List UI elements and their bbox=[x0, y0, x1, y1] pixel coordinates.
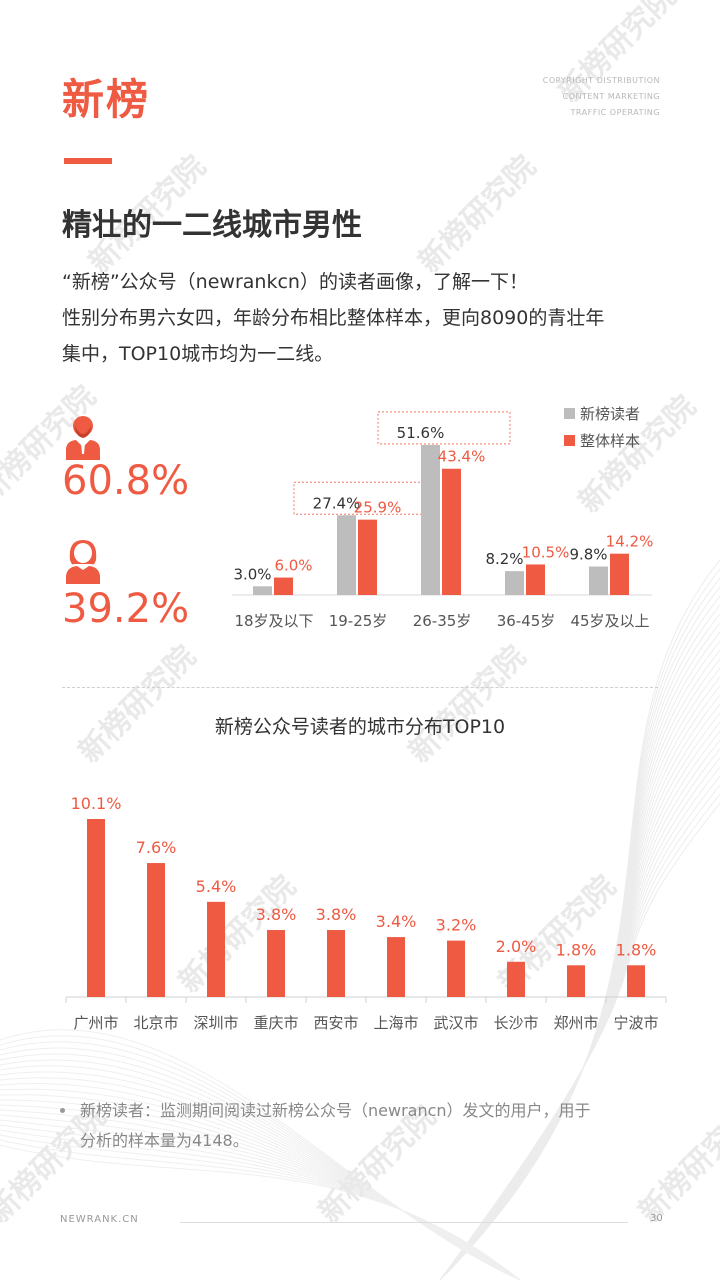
bar-reader bbox=[253, 586, 272, 595]
male-percentage: 60.8% bbox=[62, 458, 190, 504]
legend-label: 整体样本 bbox=[580, 432, 640, 450]
data-label-overall: 14.2% bbox=[606, 533, 654, 551]
female-user-icon bbox=[66, 540, 100, 584]
intro-text: 性别分布男六女四，年龄分布相比整体样本，更向8090的青壮年 bbox=[62, 307, 605, 329]
data-label: 2.0% bbox=[496, 937, 537, 956]
bar-reader bbox=[505, 571, 524, 595]
bar-overall bbox=[610, 553, 629, 595]
male-user-icon bbox=[66, 416, 100, 460]
data-label-reader: 27.4% bbox=[313, 494, 361, 512]
data-label: 3.8% bbox=[316, 905, 357, 924]
x-tick-label: 26-35岁 bbox=[413, 612, 472, 630]
wave-line bbox=[0, 1047, 521, 1280]
bar-city bbox=[447, 940, 465, 997]
bar-overall bbox=[274, 577, 293, 595]
data-label: 10.1% bbox=[71, 794, 122, 813]
legend-swatch bbox=[564, 435, 575, 446]
tagline-line: COPYRIGHT DISTRIBUTION bbox=[542, 76, 660, 85]
wave-line bbox=[0, 1139, 521, 1280]
bar-city bbox=[507, 961, 525, 997]
bar-city bbox=[327, 930, 345, 997]
data-label: 5.4% bbox=[196, 877, 237, 896]
footnote: 新榜读者：监测期间阅读过新榜公众号（newrancn）发文的用户，用于 分析的样… bbox=[60, 1096, 662, 1156]
data-label: 3.4% bbox=[376, 912, 417, 931]
data-label: 1.8% bbox=[556, 940, 597, 959]
bar-city bbox=[147, 863, 165, 997]
page-number: 30 bbox=[650, 1213, 663, 1224]
x-tick-label: 广州市 bbox=[73, 1014, 118, 1032]
x-tick-label: 武汉市 bbox=[433, 1014, 478, 1032]
bar-overall bbox=[442, 468, 461, 595]
legend-label: 新榜读者 bbox=[580, 405, 640, 423]
data-label-reader: 51.6% bbox=[397, 424, 445, 442]
data-label-overall: 25.9% bbox=[354, 499, 402, 517]
tagline-line: CONTENT MARKETING bbox=[562, 92, 660, 101]
data-label: 7.6% bbox=[136, 838, 177, 857]
bar-city bbox=[87, 819, 105, 997]
brand-logo-text: 新榜 bbox=[62, 75, 151, 124]
data-label: 3.2% bbox=[436, 916, 477, 935]
footnote-line: 分析的样本量为4148。 bbox=[80, 1131, 249, 1150]
female-percentage: 39.2% bbox=[62, 586, 190, 632]
tagline-line: TRAFFIC OPERATING bbox=[570, 108, 660, 117]
section-divider bbox=[62, 687, 658, 688]
bar-city bbox=[627, 965, 645, 997]
age-distribution-chart: 3.0% 6.0% 18岁及以下 27.4%25.9% 19-25岁 51.6% 43.4%… bbox=[232, 405, 654, 630]
x-tick-label: 重庆市 bbox=[253, 1014, 298, 1032]
data-label-overall: 43.4% bbox=[438, 448, 486, 466]
x-tick-label: 西安市 bbox=[313, 1014, 358, 1032]
x-tick-label: 上海市 bbox=[373, 1014, 418, 1032]
footer-site: NEWRANK.CN bbox=[60, 1214, 139, 1225]
x-tick-label: 郑州市 bbox=[553, 1014, 598, 1032]
bar-reader bbox=[421, 444, 440, 595]
x-tick-label: 长沙市 bbox=[493, 1014, 538, 1032]
x-tick-label: 45岁及以上 bbox=[570, 612, 649, 630]
wave-line bbox=[0, 1144, 521, 1280]
x-tick-label: 北京市 bbox=[133, 1014, 178, 1032]
bar-overall bbox=[358, 519, 377, 595]
data-label-reader: 8.2% bbox=[485, 550, 523, 568]
wave-line bbox=[0, 1053, 521, 1280]
bullet-icon bbox=[60, 1108, 65, 1113]
x-tick-label: 宁波市 bbox=[613, 1014, 658, 1032]
wave-line bbox=[0, 1041, 521, 1280]
wave-line bbox=[0, 1059, 521, 1280]
footnote-line: 新榜读者：监测期间阅读过新榜公众号（newrancn）发文的用户，用于 bbox=[80, 1101, 591, 1120]
accent-bar bbox=[64, 158, 112, 164]
x-tick-label: 19-25岁 bbox=[329, 612, 388, 630]
data-label-reader: 3.0% bbox=[233, 565, 271, 583]
data-label-reader: 9.8% bbox=[569, 545, 607, 563]
bar-reader bbox=[337, 515, 356, 595]
intro-text: “新榜”公众号（newrankcn）的读者画像，了解一下！ bbox=[62, 271, 528, 293]
bar-overall bbox=[526, 564, 545, 595]
bar-city bbox=[567, 965, 585, 997]
bar-reader bbox=[589, 566, 608, 595]
x-tick-label: 18岁及以下 bbox=[234, 612, 313, 630]
city-distribution-chart: 10.1% 广州市 7.6% 北京市 5.4% 深圳市 3.8% 重庆市 3.8% 西安市 3.4%… bbox=[65, 794, 667, 1032]
bar-city bbox=[387, 937, 405, 997]
footer-divider bbox=[180, 1222, 628, 1223]
page-title: 精壮的一二线城市男性 bbox=[62, 208, 362, 243]
data-label: 3.8% bbox=[256, 905, 297, 924]
bar-city bbox=[207, 901, 225, 997]
legend-swatch bbox=[564, 408, 575, 419]
wave-line bbox=[439, 802, 720, 1280]
data-label-overall: 10.5% bbox=[522, 543, 570, 561]
data-label-overall: 6.0% bbox=[274, 557, 312, 575]
city-chart-title: 新榜公众号读者的城市分布TOP10 bbox=[214, 716, 506, 738]
x-tick-label: 36-45岁 bbox=[497, 612, 556, 630]
intro-text: 集中，TOP10城市均为一二线。 bbox=[62, 343, 334, 365]
bar-city bbox=[267, 930, 285, 997]
x-tick-label: 深圳市 bbox=[193, 1014, 238, 1032]
data-label: 1.8% bbox=[616, 940, 657, 959]
